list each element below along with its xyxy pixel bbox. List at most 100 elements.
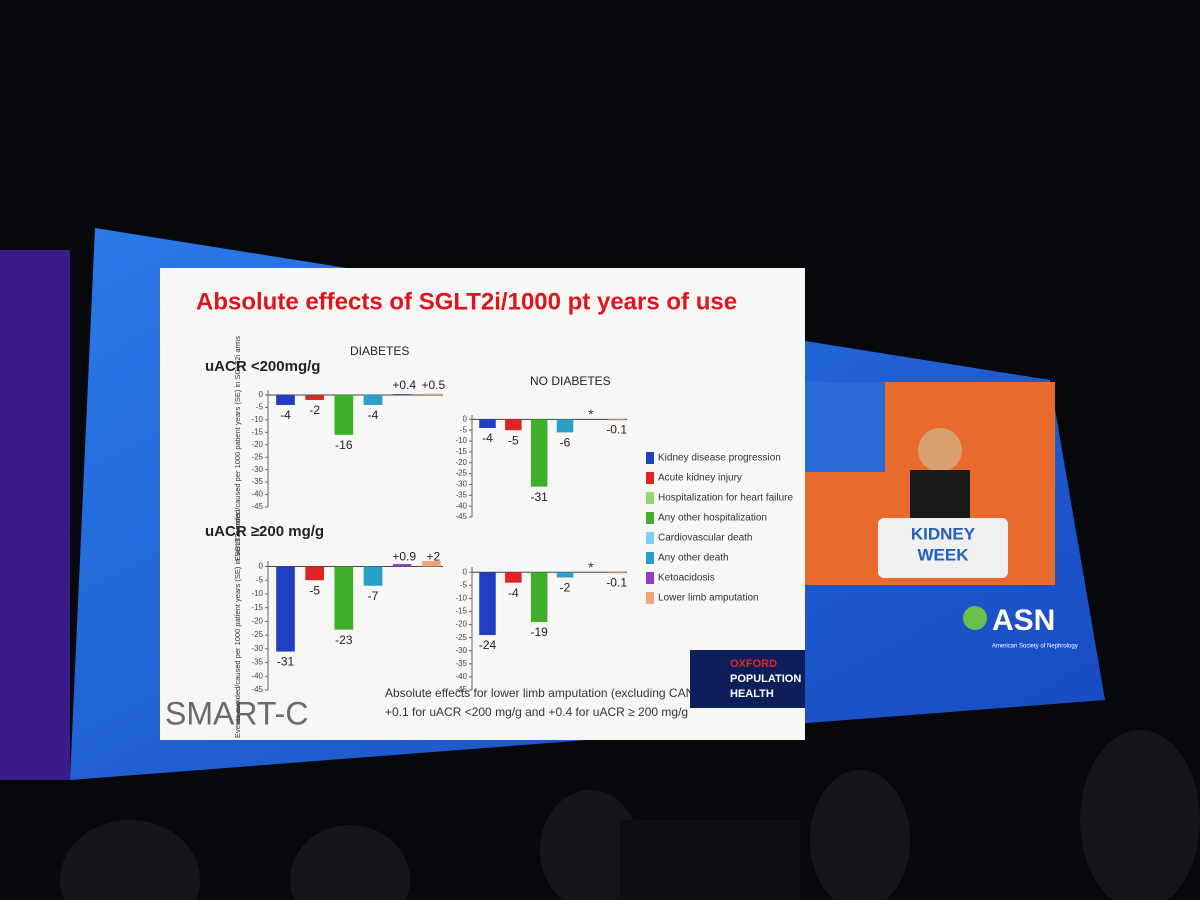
y-tick-label: -10 — [251, 589, 263, 598]
y-tick-label: -35 — [455, 490, 467, 499]
society-name: American Society of Nephrology — [992, 644, 1078, 650]
y-tick-label: -5 — [460, 580, 468, 589]
person — [1080, 730, 1200, 900]
value-label: -2 — [309, 403, 320, 417]
bar — [422, 393, 441, 395]
value-label: -4 — [280, 408, 291, 422]
bar — [392, 393, 412, 395]
value-label: +0.9 — [392, 550, 416, 564]
y-tick-label: -15 — [455, 447, 467, 456]
legend-label: Cardiovascular death — [658, 533, 753, 544]
event-name: KIDNEY — [911, 524, 976, 543]
y-tick-label: -30 — [455, 646, 467, 655]
y-tick-label: -45 — [251, 502, 263, 511]
value-label: -23 — [335, 633, 353, 647]
value-label: -5 — [309, 583, 320, 597]
sponsor-box — [690, 650, 805, 708]
y-tick-label: -30 — [251, 465, 263, 474]
value-label: -31 — [277, 655, 295, 669]
chart-title: DIABETES — [350, 344, 409, 358]
brand: SMART-C — [165, 695, 308, 731]
person — [290, 825, 410, 900]
y-tick-label: 0 — [259, 390, 264, 399]
sponsor: HEALTH — [730, 688, 774, 700]
legend-label: Any other death — [658, 553, 729, 564]
video-backdrop — [805, 382, 885, 472]
legend-swatch — [646, 472, 654, 484]
y-axis-label: Events avoided/caused per 1000 patient y… — [233, 336, 242, 561]
legend-swatch — [646, 492, 654, 504]
bar — [363, 566, 383, 586]
bar — [530, 572, 548, 622]
y-tick-label: -30 — [455, 480, 467, 489]
legend-label: Lower limb amputation — [658, 593, 759, 604]
y-tick-label: 0 — [463, 414, 468, 423]
bar — [276, 566, 295, 652]
y-tick-label: -25 — [455, 469, 467, 478]
value-label: -7 — [368, 589, 379, 603]
bar — [276, 394, 295, 405]
value-label: +0.4 — [392, 378, 416, 392]
slide-title: Absolute effects of SGLT2i/1000 pt years… — [196, 288, 737, 315]
bar — [479, 419, 496, 429]
value-label: -4 — [508, 586, 519, 600]
value-label: -24 — [479, 638, 497, 652]
bar — [608, 572, 625, 574]
y-tick-label: -40 — [455, 672, 467, 681]
bar — [392, 564, 412, 567]
bar — [422, 561, 441, 567]
value-label: -2 — [560, 581, 571, 595]
row-label: uACR ≥200 mg/g — [205, 523, 324, 540]
y-tick-label: -25 — [251, 452, 263, 461]
value-label: +2 — [426, 550, 440, 564]
y-tick-label: -20 — [455, 458, 467, 467]
bar — [305, 394, 324, 400]
bar — [505, 419, 522, 431]
bar — [334, 566, 354, 630]
y-tick-label: -35 — [251, 658, 263, 667]
y-tick-label: -30 — [251, 644, 263, 653]
annotation: * — [588, 406, 594, 422]
audience — [60, 730, 1200, 900]
y-tick-label: -20 — [455, 620, 467, 629]
legend-swatch — [646, 452, 654, 464]
y-tick-label: -5 — [460, 425, 468, 434]
legend-label: Hospitalization for heart failure — [658, 493, 794, 504]
y-axis-label: Events avoided/caused per 1000 patient y… — [233, 513, 242, 738]
legend-label: Ketoacidosis — [658, 573, 715, 584]
legend-label: Acute kidney injury — [658, 473, 742, 484]
legend-swatch — [646, 572, 654, 584]
y-tick-label: -10 — [251, 415, 263, 424]
chart-title: NO DIABETES — [530, 374, 611, 388]
y-tick-label: -5 — [256, 575, 264, 584]
value-label: -16 — [335, 438, 353, 452]
value-label: -4 — [368, 408, 379, 422]
row-label: uACR <200mg/g — [205, 358, 320, 375]
y-tick-label: -45 — [455, 512, 467, 521]
y-tick-label: 0 — [259, 562, 264, 571]
legend-swatch — [646, 552, 654, 564]
y-tick-label: -20 — [251, 440, 263, 449]
legend-swatch — [646, 512, 654, 524]
y-tick-label: -35 — [251, 477, 263, 486]
sponsor: POPULATION — [730, 673, 801, 685]
bar — [530, 419, 548, 487]
charts: DIABETES Events avoided/caused per 1000 p… — [233, 336, 627, 738]
y-tick-label: -40 — [251, 490, 263, 499]
speaker — [918, 428, 962, 472]
podium — [878, 518, 1008, 578]
y-tick-label: -25 — [251, 630, 263, 639]
y-tick-label: -20 — [251, 616, 263, 625]
bar — [479, 572, 496, 636]
y-tick-label: -15 — [251, 427, 263, 436]
asn-logo — [963, 606, 987, 630]
value-label: -0.1 — [606, 576, 627, 590]
person — [540, 790, 640, 900]
y-tick-label: -5 — [256, 403, 264, 412]
y-tick-label: -45 — [251, 685, 263, 694]
legend-swatch — [646, 532, 654, 544]
legend: Kidney disease progression Acute kidney i… — [646, 452, 794, 604]
seats — [620, 820, 800, 900]
footnote: Absolute effects for lower limb amputati… — [385, 686, 725, 700]
